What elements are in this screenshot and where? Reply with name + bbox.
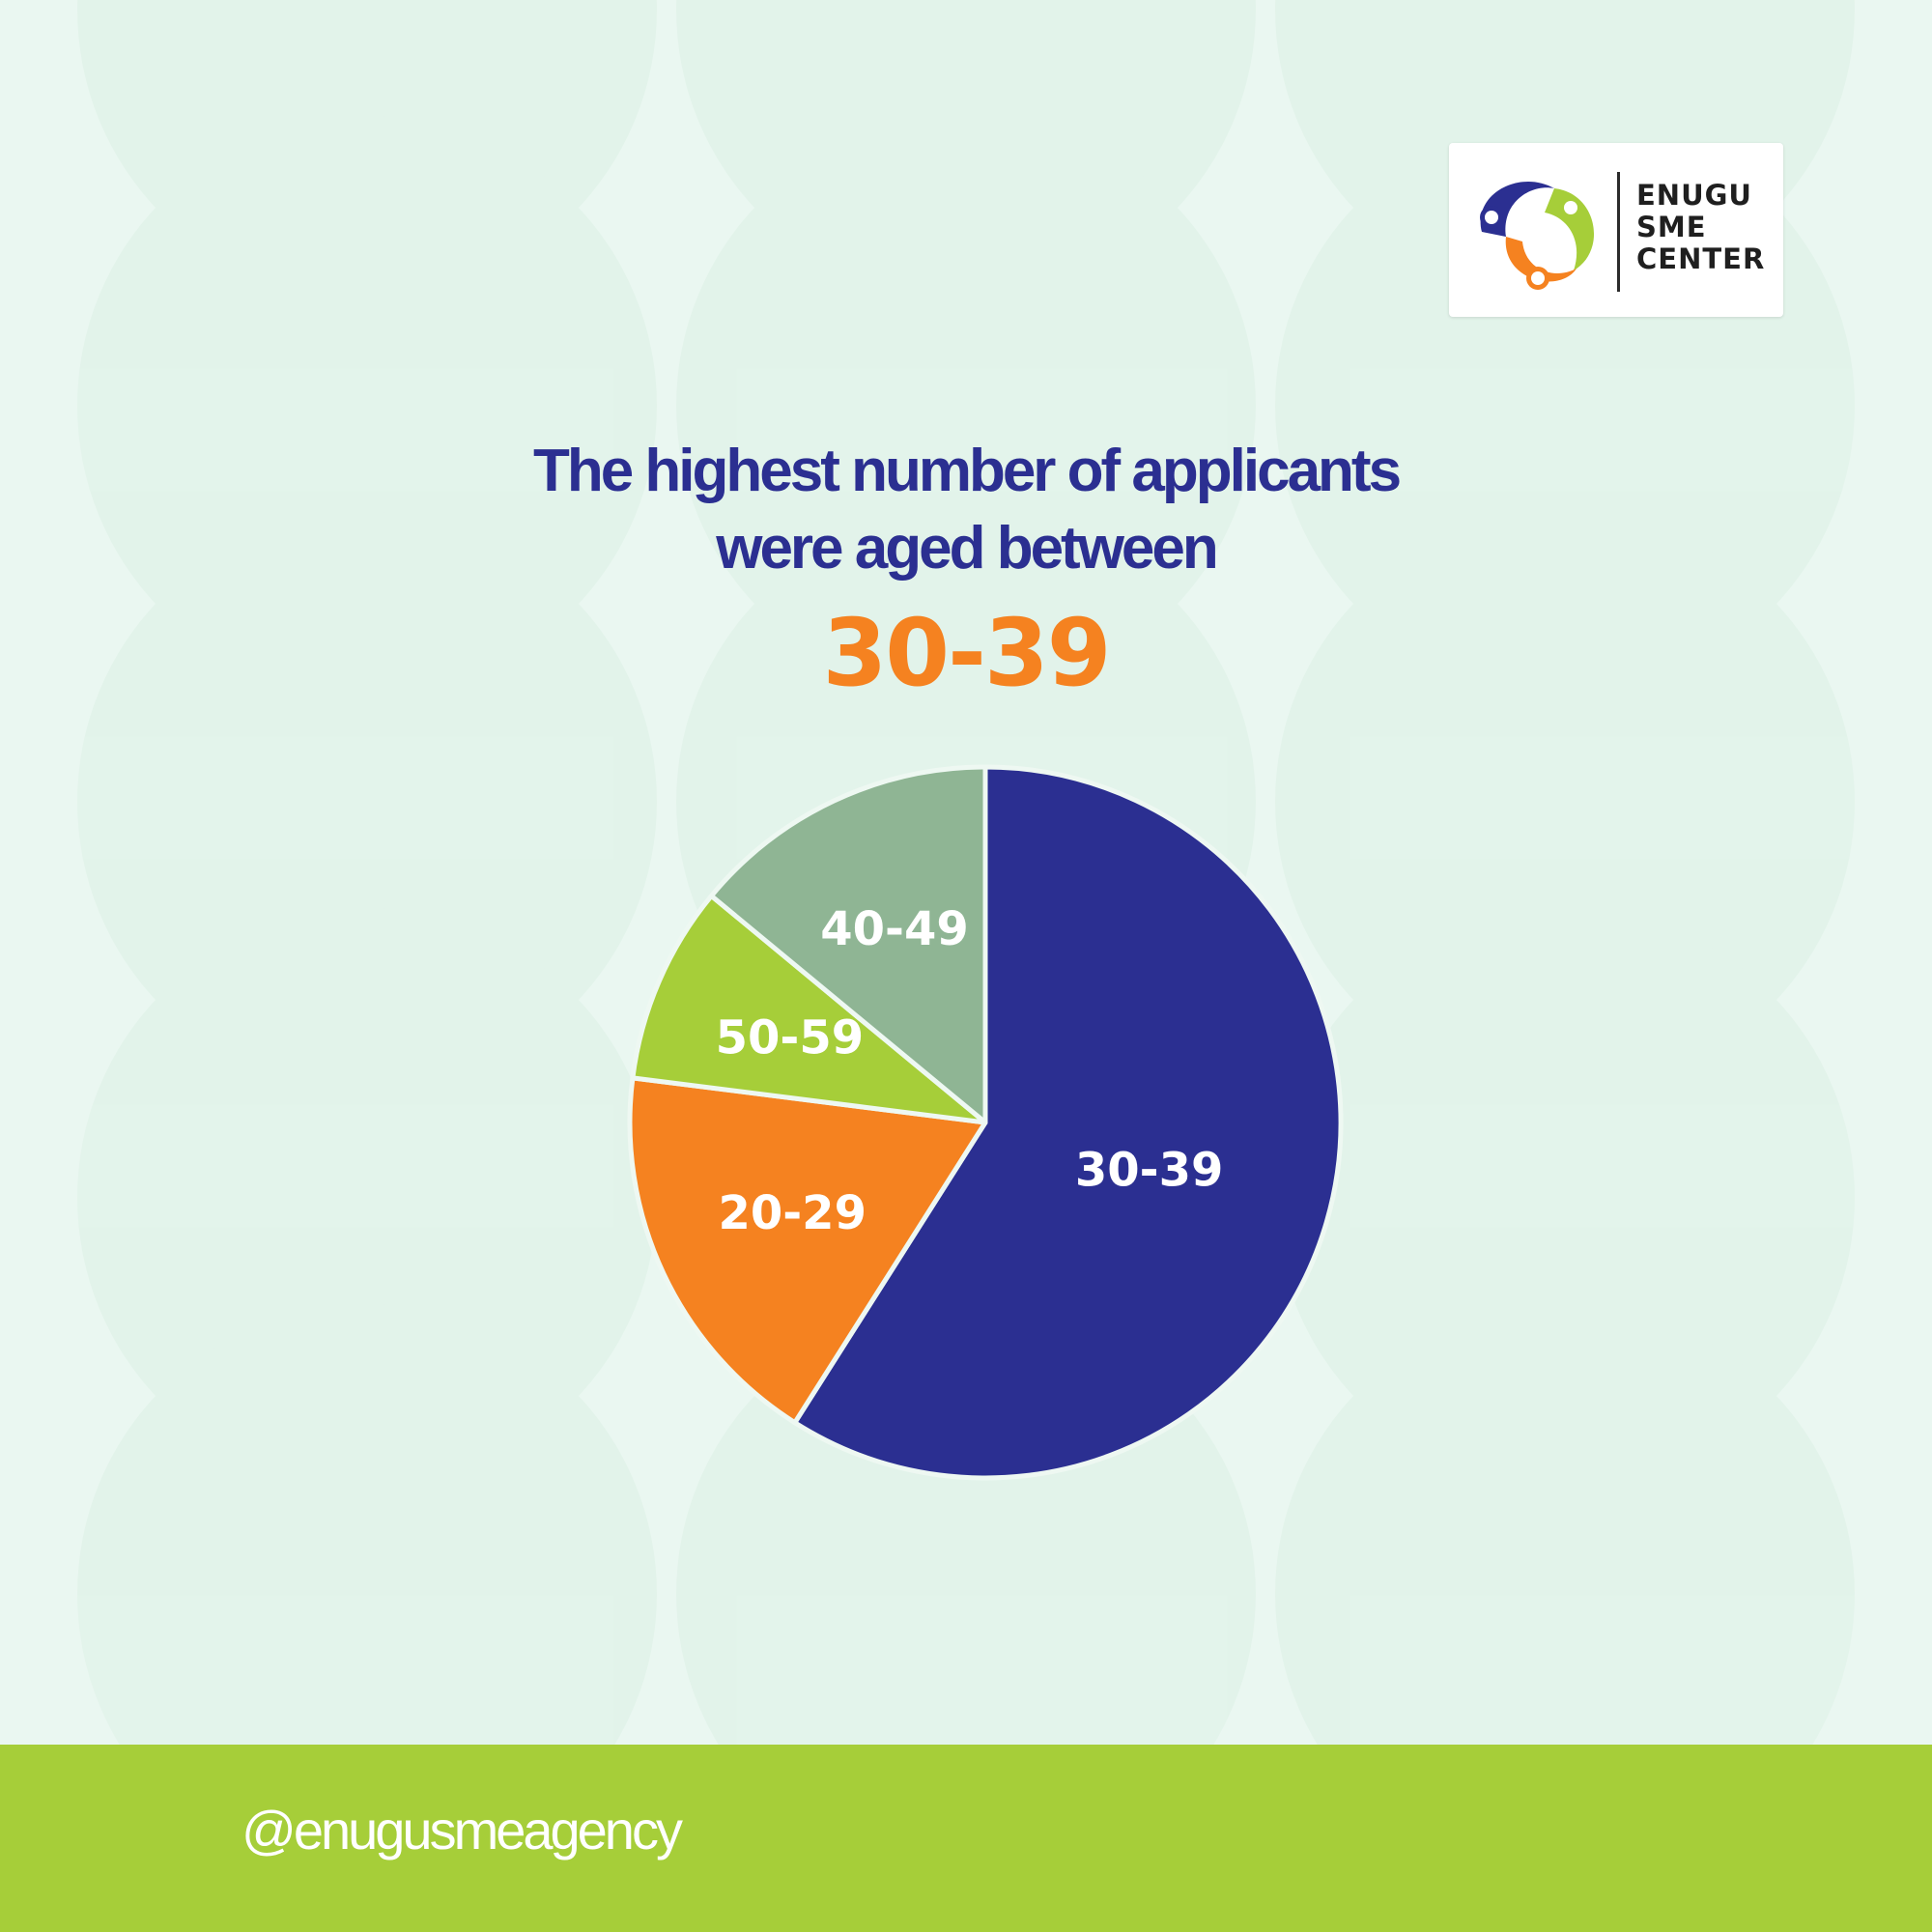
pie-slice-30-39 — [792, 764, 1344, 1481]
pie-chart: 30-39 20-29 50-59 40-49 — [627, 764, 1344, 1481]
headline-line-1: The highest number of applicants — [532, 438, 1402, 504]
highlight-age-range: 30-39 — [822, 599, 1111, 707]
logo-line-3: CENTER — [1636, 242, 1766, 275]
logo-line-1: ENUGU — [1636, 179, 1752, 212]
logo-line-2: SME — [1636, 211, 1707, 243]
pie-label-50-59: 50-59 — [716, 1010, 865, 1065]
pie-slice-20-29 — [627, 1075, 988, 1426]
pie-slice-50-59 — [630, 893, 988, 1125]
pie-label-20-29: 20-29 — [718, 1186, 867, 1240]
logo-wordmark: ENUGU SME CENTER — [1636, 180, 1765, 275]
logo: ENUGU SME CENTER — [1449, 143, 1783, 317]
pie-slice-40-49 — [708, 764, 988, 1125]
headline-line-2: were aged between — [716, 515, 1219, 582]
pie-label-40-49: 40-49 — [820, 902, 969, 956]
enugu-sme-logo-icon — [1480, 181, 1595, 290]
pie-label-30-39: 30-39 — [1075, 1143, 1224, 1197]
logo-divider — [1617, 172, 1620, 292]
footer-bar: @enugusmeagency — [0, 1745, 1932, 1932]
social-handle: @enugusmeagency — [242, 1800, 683, 1861]
